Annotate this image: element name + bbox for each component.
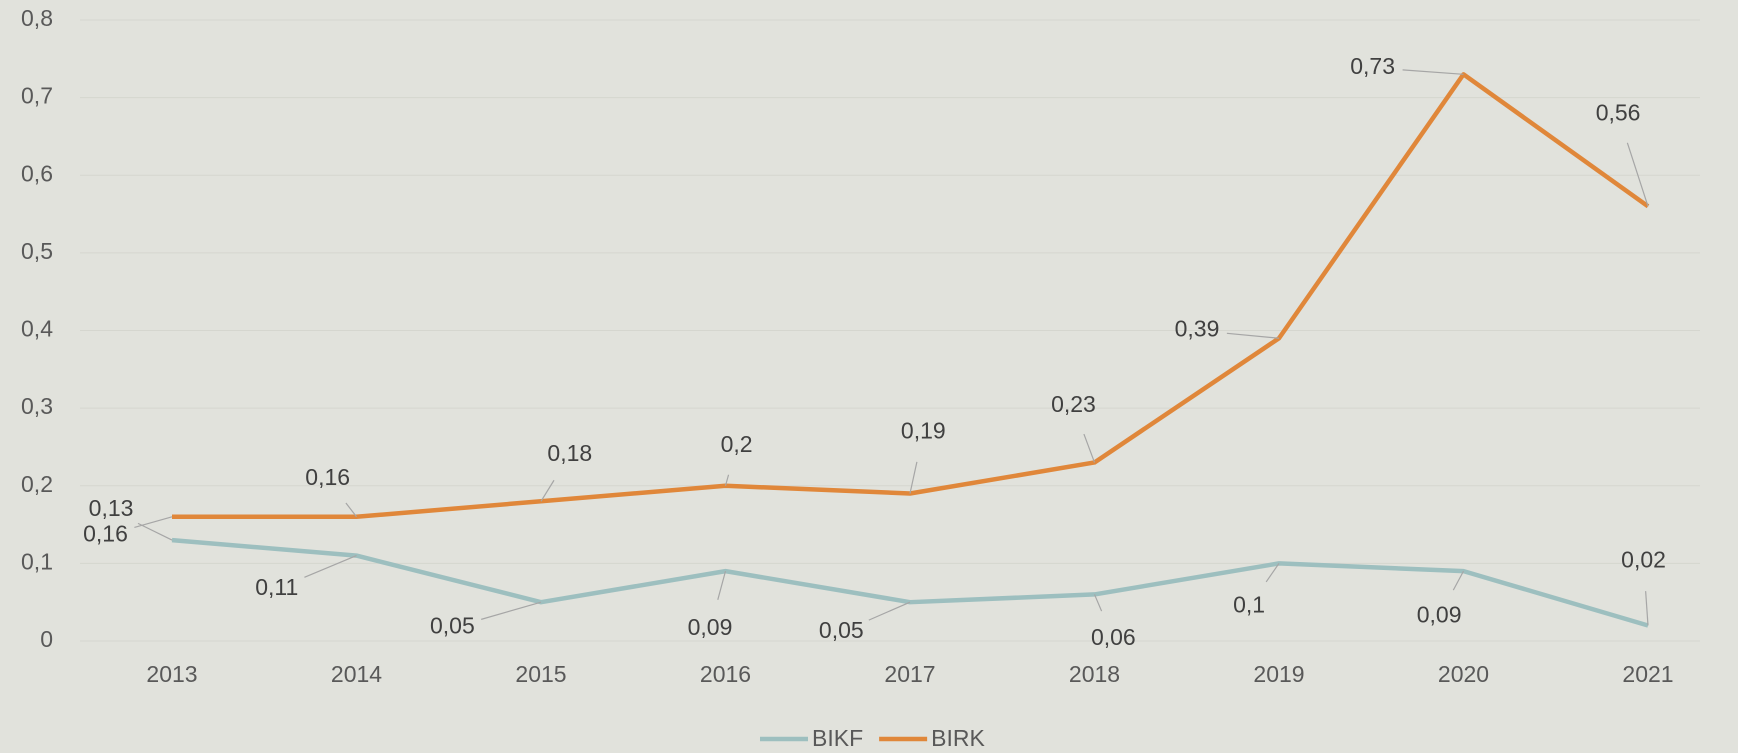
leader-line xyxy=(1226,332,1280,339)
leader-line xyxy=(137,522,173,541)
leader-line xyxy=(1265,563,1280,583)
leader-line xyxy=(724,474,730,486)
y-tick-label: 0,7 xyxy=(21,83,53,109)
data-label: 0,06 xyxy=(1091,624,1136,650)
leader-line xyxy=(909,461,918,494)
y-tick-label: 0,5 xyxy=(21,238,53,264)
y-tick-label: 0,2 xyxy=(21,471,53,497)
data-label: 0,13 xyxy=(89,495,134,521)
leader-line xyxy=(717,570,727,600)
leader-line xyxy=(1093,594,1103,612)
data-label: 0,09 xyxy=(688,614,733,640)
data-label: 0,23 xyxy=(1051,391,1096,417)
data-label: 0,05 xyxy=(430,613,475,639)
data-label: 0,16 xyxy=(305,464,350,490)
x-tick-label: 2014 xyxy=(331,661,382,687)
leader-line xyxy=(134,516,173,529)
leader-line xyxy=(1645,591,1649,626)
y-tick-label: 0 xyxy=(40,626,53,652)
y-tick-label: 0,3 xyxy=(21,393,53,419)
data-label: 0,2 xyxy=(721,431,753,457)
leader-line xyxy=(345,502,357,518)
data-label: 0,11 xyxy=(255,574,298,600)
leader-line xyxy=(540,479,555,502)
data-label: 0,73 xyxy=(1350,53,1395,79)
data-label: 0,19 xyxy=(901,418,946,444)
x-tick-label: 2015 xyxy=(515,661,566,687)
x-tick-label: 2017 xyxy=(884,661,935,687)
y-tick-label: 0,4 xyxy=(21,316,53,342)
x-tick-label: 2016 xyxy=(700,661,751,687)
x-tick-label: 2019 xyxy=(1253,661,1304,687)
x-tick-label: 2021 xyxy=(1622,661,1673,687)
data-label: 0,09 xyxy=(1417,602,1462,628)
leader-line xyxy=(481,601,542,620)
y-tick-label: 0,6 xyxy=(21,160,53,186)
legend-label: BIKF xyxy=(812,725,863,751)
data-label: 0,56 xyxy=(1596,99,1641,125)
leader-line xyxy=(304,555,357,578)
data-label: 0,1 xyxy=(1233,592,1265,618)
legend-label: BIRK xyxy=(931,725,985,751)
leader-line xyxy=(1452,570,1465,591)
data-label: 0,39 xyxy=(1175,316,1220,342)
x-tick-label: 2018 xyxy=(1069,661,1120,687)
x-tick-label: 2013 xyxy=(146,661,197,687)
leader-line xyxy=(1083,433,1096,463)
data-label: 0,02 xyxy=(1621,546,1666,572)
leader-line xyxy=(1402,69,1464,75)
leader-line xyxy=(1626,142,1649,207)
data-label: 0,18 xyxy=(547,440,592,466)
data-label: 0,05 xyxy=(819,617,864,643)
y-tick-label: 0,1 xyxy=(21,548,53,574)
line-series xyxy=(172,72,1650,520)
data-label: 0,16 xyxy=(83,521,128,547)
leader-line xyxy=(868,601,911,621)
x-tick-label: 2020 xyxy=(1438,661,1489,687)
y-tick-label: 0,8 xyxy=(21,5,53,31)
